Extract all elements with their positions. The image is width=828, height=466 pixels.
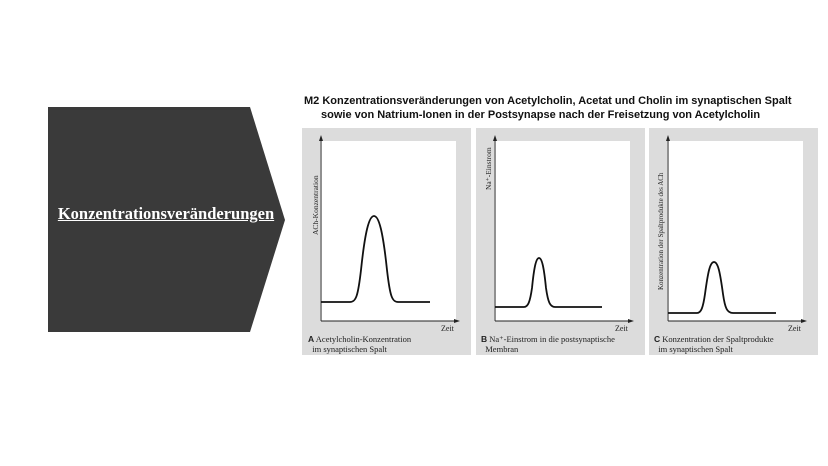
curve-c [668,261,776,314]
caption-line-2: im synaptischen Spalt [658,344,733,354]
arrow-label: Konzentrationsveränderungen [57,204,275,223]
caption-letter: B [481,334,488,344]
caption-line-2: im synaptischen Spalt [312,344,387,354]
caption-c: C Konzentration der Spaltprodukte im syn… [654,334,774,354]
title-line-1: M2 Konzentrationsveränderungen von Acety… [304,95,792,107]
title-line-2: sowie von Natrium-Ionen in der Postsynap… [321,109,761,121]
ylabel-a: ACh-Konzentration [311,175,320,235]
curve-a [321,215,430,303]
xlabel-c: Zeit [788,324,801,333]
caption-line-2: Membran [485,344,519,354]
ylabel-c: Konzentration der Spaltprodukte des ACh [657,172,665,290]
caption-line-1: Acetylcholin-Konzentration [315,334,412,344]
caption-line-1: Konzentration der Spaltprodukte [662,334,774,344]
panel-b [476,128,645,355]
panel-c [649,128,818,355]
xlabel-a: Zeit [441,324,454,333]
figure-title: M2 Konzentrationsveränderungen von Acety… [304,94,792,122]
caption-a: A Acetylcholin-Konzentration im synaptis… [308,334,411,354]
ylabel-b: Na⁺-Einstrom [484,147,493,190]
arrow-shape [48,107,285,332]
caption-letter: C [654,334,661,344]
curve-b [495,257,602,308]
xlabel-b: Zeit [615,324,628,333]
panel-a [302,128,471,355]
caption-line-1: Na⁺-Einstrom in die postsynaptische [489,334,615,344]
caption-letter: A [308,334,315,344]
caption-b: B Na⁺-Einstrom in die postsynaptische Me… [481,334,615,354]
